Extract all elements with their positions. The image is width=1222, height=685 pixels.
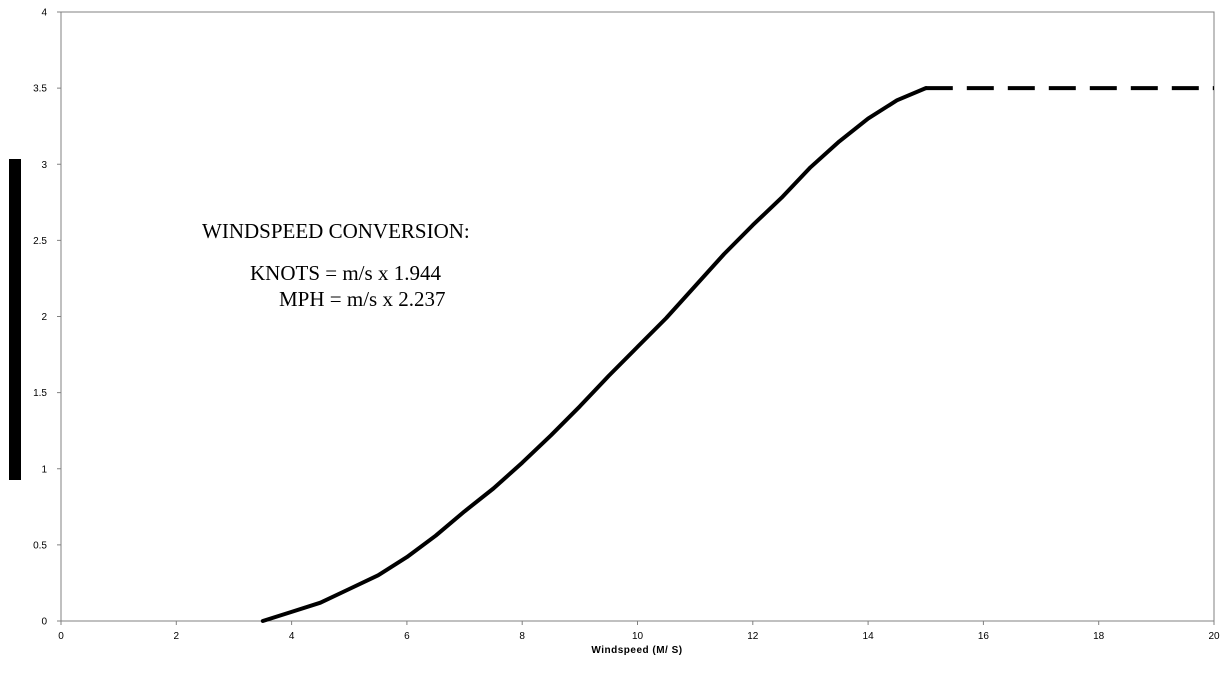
annotation-mph: MPH = m/s x 2.237 — [279, 287, 445, 311]
x-tick-label: 8 — [519, 631, 525, 642]
annotation-heading: WINDSPEED CONVERSION: — [202, 219, 470, 243]
y-tick-label: 1 — [41, 464, 47, 475]
series-line-solid — [260, 86, 928, 623]
y-axis-label-bar — [9, 159, 21, 480]
x-axis: 0 2 4 6 8 10 12 14 16 18 20 — [58, 621, 1220, 642]
x-tick-label: 16 — [978, 631, 990, 642]
x-axis-title: Windspeed (M/ S) — [591, 645, 682, 656]
x-tick-label: 0 — [58, 631, 64, 642]
x-tick-label: 20 — [1208, 631, 1220, 642]
series-group — [260, 86, 1214, 623]
y-tick-label: 0.5 — [33, 540, 47, 551]
y-tick-label: 2 — [41, 312, 47, 323]
y-tick-label: 0 — [41, 617, 47, 628]
x-tick-label: 6 — [404, 631, 410, 642]
y-tick-label: 3 — [41, 160, 47, 171]
y-tick-label: 1.5 — [33, 388, 47, 399]
x-tick-label: 18 — [1093, 631, 1105, 642]
x-tick-label: 14 — [863, 631, 875, 642]
x-tick-label: 4 — [289, 631, 295, 642]
x-tick-label: 2 — [174, 631, 180, 642]
x-tick-label: 10 — [632, 631, 644, 642]
y-tick-label: 3.5 — [33, 84, 47, 95]
y-tick-label: 4 — [41, 8, 47, 19]
x-tick-label: 12 — [747, 631, 759, 642]
y-tick-label: 2.5 — [33, 236, 47, 247]
plot-area — [60, 11, 1215, 622]
y-axis: 0 0.5 1 1.5 2 2.5 3 3.5 4 — [33, 8, 61, 628]
annotation-knots: KNOTS = m/s x 1.944 — [250, 261, 441, 285]
